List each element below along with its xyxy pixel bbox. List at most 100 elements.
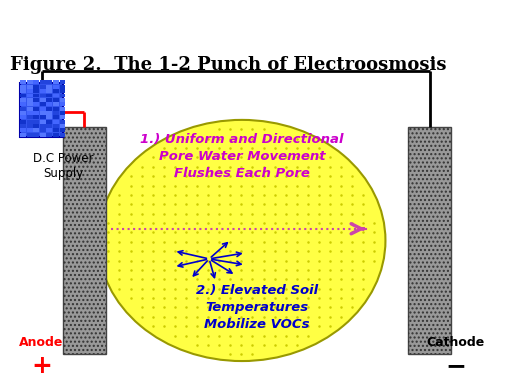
Bar <box>20 102 26 106</box>
Bar <box>33 111 39 115</box>
Bar <box>40 133 46 137</box>
Bar <box>60 133 65 137</box>
Bar <box>27 111 33 115</box>
Bar <box>53 94 59 97</box>
Text: 1.) Uniform and Directional
Pore Water Movement
Flushes Each Pore: 1.) Uniform and Directional Pore Water M… <box>140 133 344 180</box>
Bar <box>53 102 59 106</box>
Bar <box>33 98 39 102</box>
Bar <box>20 128 26 132</box>
Bar <box>46 94 52 97</box>
Bar <box>27 85 33 89</box>
Bar <box>46 89 52 93</box>
Bar <box>60 89 65 93</box>
Bar <box>20 115 26 119</box>
Bar <box>46 133 52 137</box>
Bar <box>60 115 65 119</box>
Bar <box>33 107 39 110</box>
Bar <box>46 107 52 110</box>
Bar <box>20 80 26 84</box>
Bar <box>40 89 46 93</box>
Bar <box>33 89 39 93</box>
Bar <box>40 102 46 106</box>
Bar <box>40 107 46 110</box>
Text: D.C Power
Supply: D.C Power Supply <box>33 152 94 180</box>
Bar <box>53 111 59 115</box>
Bar <box>33 115 39 119</box>
Bar <box>27 124 33 128</box>
Bar <box>27 80 33 84</box>
Bar <box>60 111 65 115</box>
Bar <box>27 102 33 106</box>
Bar <box>33 102 39 106</box>
Bar <box>63 127 106 354</box>
Text: Anode: Anode <box>19 336 64 349</box>
Bar <box>53 128 59 132</box>
Bar <box>20 89 26 93</box>
Bar <box>33 94 39 97</box>
Bar <box>40 120 46 124</box>
Bar <box>27 98 33 102</box>
Bar <box>40 128 46 132</box>
Bar <box>27 133 33 137</box>
Bar <box>33 85 39 89</box>
Bar <box>408 127 451 354</box>
Bar <box>53 80 59 84</box>
Bar <box>20 85 26 89</box>
Text: Figure 2.  The 1-2 Punch of Electroosmosis: Figure 2. The 1-2 Punch of Electroosmosi… <box>10 56 447 74</box>
Bar <box>46 124 52 128</box>
Bar <box>27 128 33 132</box>
Bar <box>40 111 46 115</box>
Bar <box>20 133 26 137</box>
Bar <box>33 133 39 137</box>
Bar <box>53 115 59 119</box>
Bar <box>46 128 52 132</box>
Bar <box>20 120 26 124</box>
Bar <box>53 120 59 124</box>
Bar <box>46 115 52 119</box>
Text: 2.) Elevated Soil
Temperatures
Mobilize VOCs: 2.) Elevated Soil Temperatures Mobilize … <box>196 284 318 331</box>
Bar <box>63 127 106 354</box>
Bar <box>408 127 451 354</box>
Bar <box>33 120 39 124</box>
Bar <box>46 120 52 124</box>
Bar <box>27 107 33 110</box>
Bar <box>33 124 39 128</box>
Bar <box>60 85 65 89</box>
Bar <box>20 107 26 110</box>
Bar <box>20 83 63 137</box>
Bar <box>60 102 65 106</box>
Bar <box>46 111 52 115</box>
Bar <box>33 128 39 132</box>
Bar <box>46 85 52 89</box>
Bar <box>40 115 46 119</box>
Bar <box>60 120 65 124</box>
Bar <box>60 94 65 97</box>
Bar <box>27 89 33 93</box>
Bar <box>46 98 52 102</box>
Bar <box>40 124 46 128</box>
Bar <box>53 133 59 137</box>
Bar <box>40 80 46 84</box>
Bar <box>53 107 59 110</box>
Text: −: − <box>446 354 467 378</box>
Bar <box>20 98 26 102</box>
Bar <box>46 102 52 106</box>
Bar <box>20 94 26 97</box>
Text: Cathode: Cathode <box>427 336 485 349</box>
Bar <box>40 98 46 102</box>
Bar <box>60 107 65 110</box>
Bar <box>40 85 46 89</box>
Bar <box>20 111 26 115</box>
Bar <box>60 80 65 84</box>
Ellipse shape <box>98 120 386 361</box>
Bar <box>27 120 33 124</box>
Bar <box>33 80 39 84</box>
Bar <box>53 85 59 89</box>
Bar <box>27 94 33 97</box>
Bar <box>40 94 46 97</box>
Bar <box>60 124 65 128</box>
Bar <box>53 98 59 102</box>
Bar <box>60 98 65 102</box>
Bar <box>53 89 59 93</box>
Bar <box>46 80 52 84</box>
